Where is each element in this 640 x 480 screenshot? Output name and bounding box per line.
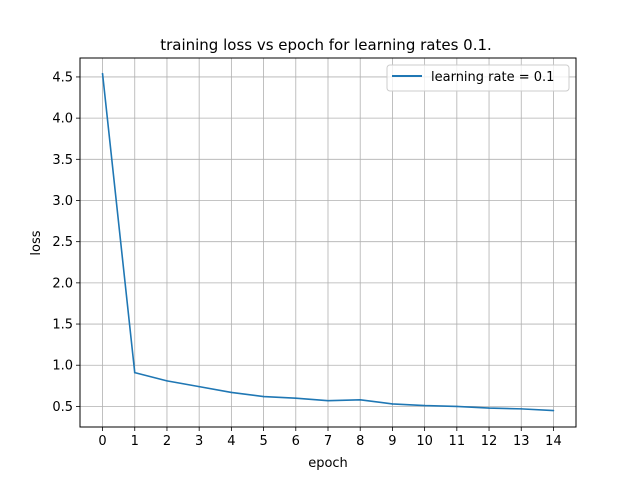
data-point (552, 409, 555, 412)
data-point (133, 371, 136, 374)
chart-title: training loss vs epoch for learning rate… (160, 36, 492, 54)
x-axis-label: epoch (308, 456, 348, 471)
data-point (488, 407, 490, 409)
data-point (359, 399, 362, 401)
x-tick-label: 9 (388, 434, 396, 449)
y-tick-label: 1.5 (52, 318, 73, 333)
x-tick-label: 10 (416, 434, 433, 449)
data-point (327, 399, 329, 402)
y-tick-label: 0.5 (52, 400, 73, 415)
legend: learning rate = 0.1 (386, 64, 570, 92)
legend-box (386, 64, 570, 92)
legend-entry-label: learning rate = 0.1 (431, 70, 554, 85)
x-axis: 0 1 2 3 4 5 6 7 8 9 10 11 12 13 14 (98, 427, 562, 449)
x-tick-label: 1 (131, 434, 139, 449)
y-tick-label: 4.0 (52, 112, 73, 127)
x-tick-label: 6 (292, 434, 300, 449)
x-tick-label: 8 (356, 434, 364, 449)
x-tick-label: 13 (513, 434, 530, 449)
x-tick-label: 3 (195, 434, 203, 449)
y-tick-label: 1.0 (52, 359, 73, 374)
y-tick-label: 2.5 (52, 235, 73, 250)
x-tick-label: 4 (227, 434, 235, 449)
grid (80, 58, 576, 427)
data-point (391, 403, 394, 405)
y-axis-label: loss (29, 230, 44, 255)
data-point (198, 385, 200, 388)
data-point (101, 72, 104, 75)
data-point (262, 395, 265, 398)
data-point (230, 391, 233, 394)
x-tick-label: 12 (481, 434, 498, 449)
data-point (423, 404, 426, 407)
x-tick-label: 2 (163, 434, 171, 449)
series-layer (101, 72, 555, 412)
y-tick-label: 3.5 (52, 153, 73, 168)
x-tick-label: 7 (324, 434, 332, 449)
x-tick-label: 14 (545, 434, 562, 449)
data-point (294, 397, 297, 399)
y-tick-label: 4.5 (52, 70, 73, 85)
data-point (520, 408, 523, 410)
y-tick-label: 2.0 (52, 276, 73, 291)
data-point (456, 405, 458, 408)
x-tick-label: 5 (259, 434, 267, 449)
x-tick-label: 11 (449, 434, 466, 449)
y-axis: 0.5 1.0 1.5 2.0 2.5 3.0 3.5 4.0 4.5 (52, 70, 80, 415)
data-point (166, 380, 168, 382)
x-tick-label: 0 (98, 434, 106, 449)
y-tick-label: 3.0 (52, 194, 73, 209)
